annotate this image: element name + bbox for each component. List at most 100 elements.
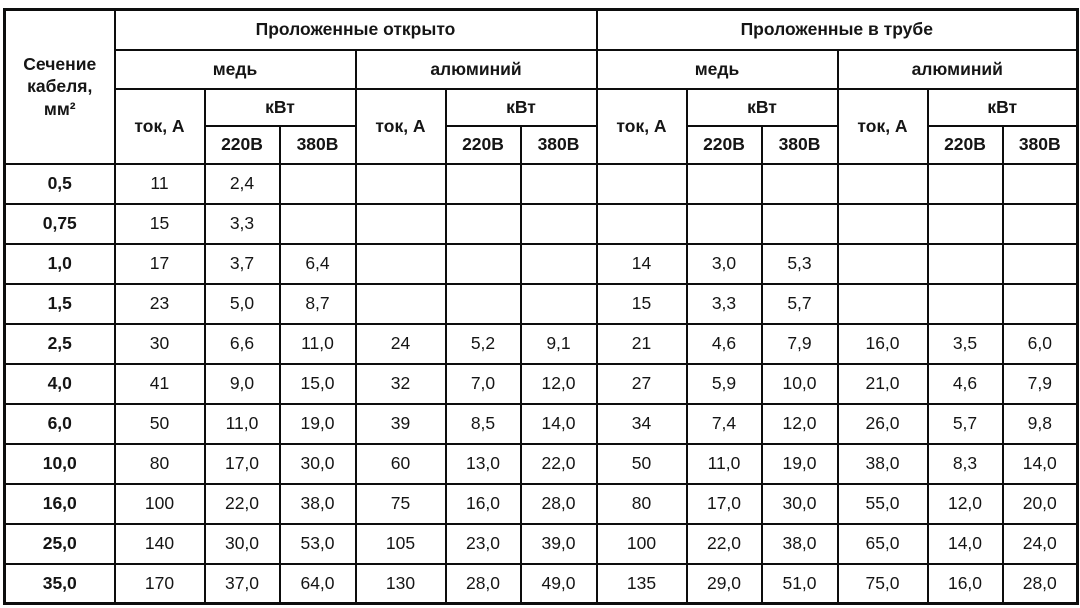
value-cell xyxy=(1001,282,1079,325)
group-header-pipe: Проложенные в трубе xyxy=(595,8,1079,51)
value-cell: 55,0 xyxy=(836,482,929,525)
metal-header-open-copper: медь xyxy=(113,48,357,90)
value-cell: 10,0 xyxy=(760,362,839,405)
value-cell xyxy=(836,202,929,245)
value-cell: 23 xyxy=(113,282,206,325)
section-cell: 25,0 xyxy=(3,522,116,565)
power-header-pipe-aluminum: кВт xyxy=(926,87,1079,127)
value-cell: 19,0 xyxy=(278,402,357,445)
value-cell xyxy=(926,282,1004,325)
value-cell: 34 xyxy=(595,402,688,445)
voltage-header-220: 220В xyxy=(203,124,281,165)
cable-capacity-table: Сечение кабеля, мм² Проложенные открыто … xyxy=(3,8,1080,605)
value-cell: 9,8 xyxy=(1001,402,1079,445)
value-cell: 30 xyxy=(113,322,206,365)
value-cell: 19,0 xyxy=(760,442,839,485)
value-cell: 17 xyxy=(113,242,206,285)
value-cell: 11 xyxy=(113,162,206,205)
section-cell: 0,5 xyxy=(3,162,116,205)
value-cell: 53,0 xyxy=(278,522,357,565)
value-cell: 3,0 xyxy=(685,242,763,285)
value-cell: 39 xyxy=(354,402,447,445)
table-header: Сечение кабеля, мм² Проложенные открыто … xyxy=(3,8,1079,165)
value-cell: 12,0 xyxy=(926,482,1004,525)
value-cell: 16,0 xyxy=(444,482,522,525)
value-cell: 11,0 xyxy=(203,402,281,445)
value-cell: 6,0 xyxy=(1001,322,1079,365)
value-cell xyxy=(836,162,929,205)
value-cell: 51,0 xyxy=(760,562,839,605)
voltage-header-380: 380В xyxy=(278,124,357,165)
value-cell xyxy=(444,282,522,325)
value-cell: 2,4 xyxy=(203,162,281,205)
value-cell: 5,2 xyxy=(444,322,522,365)
value-cell: 12,0 xyxy=(519,362,598,405)
table-row: 0,5 11 2,4 xyxy=(3,162,1079,205)
value-cell xyxy=(519,202,598,245)
value-cell: 20,0 xyxy=(1001,482,1079,525)
value-cell: 65,0 xyxy=(836,522,929,565)
value-cell: 9,1 xyxy=(519,322,598,365)
value-cell: 100 xyxy=(595,522,688,565)
value-cell: 9,0 xyxy=(203,362,281,405)
value-cell: 16,0 xyxy=(836,322,929,365)
value-cell xyxy=(760,202,839,245)
value-cell: 7,9 xyxy=(760,322,839,365)
metal-header-open-aluminum: алюминий xyxy=(354,48,598,90)
value-cell: 105 xyxy=(354,522,447,565)
value-cell: 4,6 xyxy=(926,362,1004,405)
section-cell: 35,0 xyxy=(3,562,116,605)
value-cell: 7,0 xyxy=(444,362,522,405)
current-header-open-aluminum: ток, А xyxy=(354,87,447,165)
voltage-header-380: 380В xyxy=(760,124,839,165)
value-cell: 8,5 xyxy=(444,402,522,445)
value-cell: 5,3 xyxy=(760,242,839,285)
value-cell: 38,0 xyxy=(836,442,929,485)
value-cell: 17,0 xyxy=(203,442,281,485)
current-header-open-copper: ток, А xyxy=(113,87,206,165)
value-cell: 3,3 xyxy=(203,202,281,245)
value-cell: 14,0 xyxy=(519,402,598,445)
power-header-open-copper: кВт xyxy=(203,87,357,127)
table-row: 16,0 100 22,0 38,0 75 16,0 28,0 80 17,0 30,0 55,0 1… xyxy=(3,482,1079,525)
voltage-header-220: 220В xyxy=(685,124,763,165)
value-cell: 28,0 xyxy=(1001,562,1079,605)
value-cell xyxy=(354,202,447,245)
value-cell: 14,0 xyxy=(926,522,1004,565)
value-cell xyxy=(1001,202,1079,245)
value-cell: 38,0 xyxy=(278,482,357,525)
power-header-open-aluminum: кВт xyxy=(444,87,598,127)
value-cell: 26,0 xyxy=(836,402,929,445)
voltage-header-380: 380В xyxy=(519,124,598,165)
value-cell: 6,4 xyxy=(278,242,357,285)
voltage-header-220: 220В xyxy=(926,124,1004,165)
value-cell: 41 xyxy=(113,362,206,405)
value-cell xyxy=(519,162,598,205)
value-cell xyxy=(1001,162,1079,205)
value-cell: 5,0 xyxy=(203,282,281,325)
value-cell: 50 xyxy=(595,442,688,485)
value-cell xyxy=(444,162,522,205)
value-cell xyxy=(760,162,839,205)
power-header-pipe-copper: кВт xyxy=(685,87,839,127)
value-cell: 15 xyxy=(595,282,688,325)
value-cell: 37,0 xyxy=(203,562,281,605)
value-cell xyxy=(519,242,598,285)
value-cell: 130 xyxy=(354,562,447,605)
value-cell: 28,0 xyxy=(519,482,598,525)
value-cell: 24,0 xyxy=(1001,522,1079,565)
value-cell xyxy=(354,242,447,285)
value-cell xyxy=(836,242,929,285)
value-cell: 80 xyxy=(113,442,206,485)
section-cell: 10,0 xyxy=(3,442,116,485)
value-cell: 13,0 xyxy=(444,442,522,485)
value-cell: 15,0 xyxy=(278,362,357,405)
value-cell: 29,0 xyxy=(685,562,763,605)
value-cell: 3,7 xyxy=(203,242,281,285)
value-cell: 75 xyxy=(354,482,447,525)
value-cell xyxy=(519,282,598,325)
table-row: 6,0 50 11,0 19,0 39 8,5 14,0 34 7,4 12,0 26,0 5,7 9,… xyxy=(3,402,1079,445)
value-cell: 50 xyxy=(113,402,206,445)
value-cell: 21,0 xyxy=(836,362,929,405)
value-cell: 22,0 xyxy=(203,482,281,525)
